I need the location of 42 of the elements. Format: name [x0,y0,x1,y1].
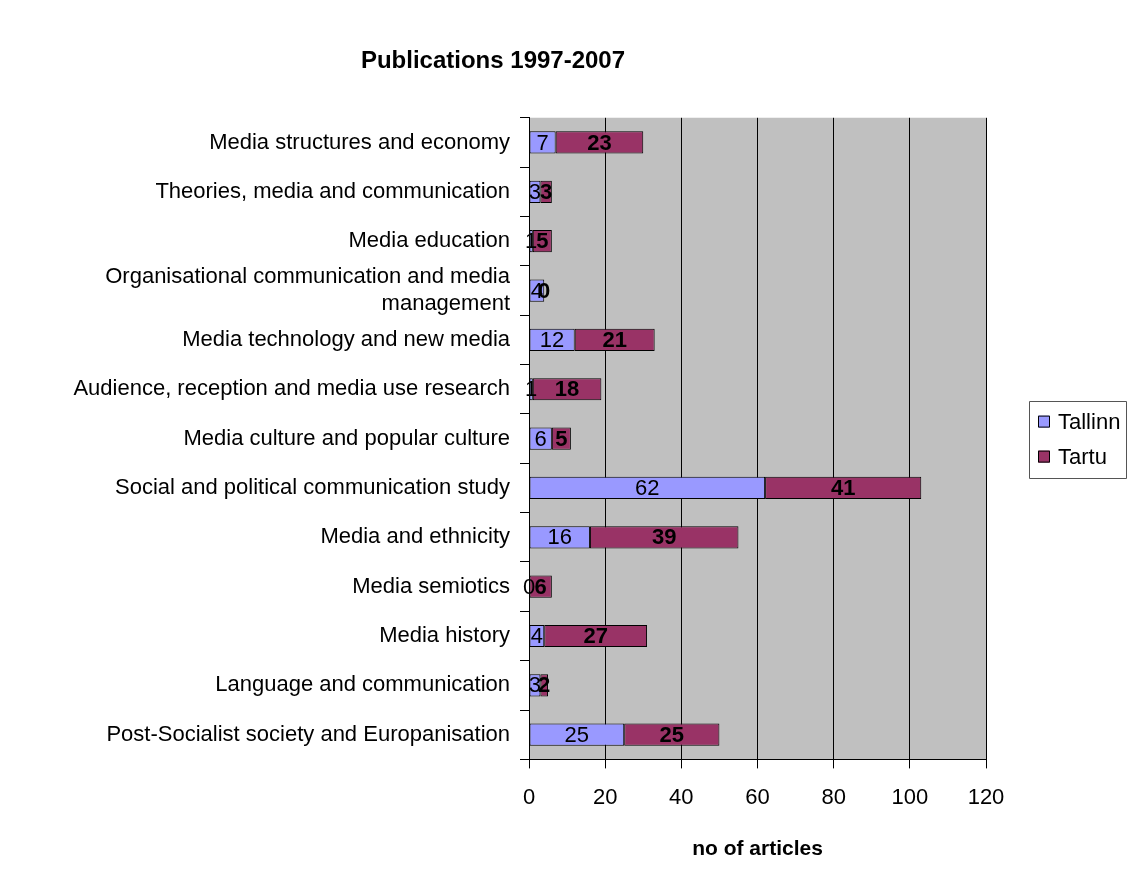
data-label: 25 [659,721,685,747]
y-tick-label: Media technology and new media [182,325,511,351]
y-tick-label: Audience, reception and media use research [73,375,510,401]
y-tick-label: Media and ethnicity [320,523,510,549]
data-label: 18 [554,376,580,402]
x-tick-label: 80 [821,783,846,809]
y-tick-label: Media history [379,622,510,648]
data-label: 41 [830,475,856,501]
y-tick-label: Language and communication [215,671,510,697]
chart-title: Publications 1997-2007 [360,46,626,74]
data-label: 16 [547,524,572,550]
y-tick-label: Media education [348,227,510,253]
x-tick-label: 100 [891,783,929,809]
data-label: 7 [536,129,549,155]
x-tick-label: 60 [745,783,770,809]
x-tick-label: 120 [967,783,1005,809]
data-label: 27 [583,623,608,649]
data-label: 6 [534,573,547,599]
x-tick-label: 0 [522,783,536,809]
data-label: 12 [539,326,565,352]
x-tick-label: 20 [592,783,618,809]
y-tick-label: Post-Socialist society and Europanisation [106,720,510,746]
y-tick-label: Theories, media and communication [155,177,510,203]
y-tick-label: Organisational communication and media management [105,262,511,316]
y-tick-label: Media culture and popular culture [183,424,510,450]
legend-label: Tartu [1058,443,1107,469]
data-label: 62 [635,475,660,501]
data-label: 25 [564,721,590,747]
data-label: 21 [602,326,627,352]
data-label: 39 [651,524,677,550]
legend-label: Tallinn [1058,408,1121,434]
data-label: 5 [536,228,549,254]
data-label: 6 [534,425,547,451]
data-label: 23 [587,129,612,155]
x-tick-label: 40 [669,783,694,809]
data-label: 4 [530,623,543,649]
x-axis-title: no of articles [692,836,823,860]
data-label: 3 [528,178,542,204]
y-tick-label: Media semiotics [352,572,510,598]
y-tick-label: Social and political communication study [115,474,510,500]
y-tick-label: Media structures and economy [209,128,510,154]
data-label: 5 [555,425,568,451]
